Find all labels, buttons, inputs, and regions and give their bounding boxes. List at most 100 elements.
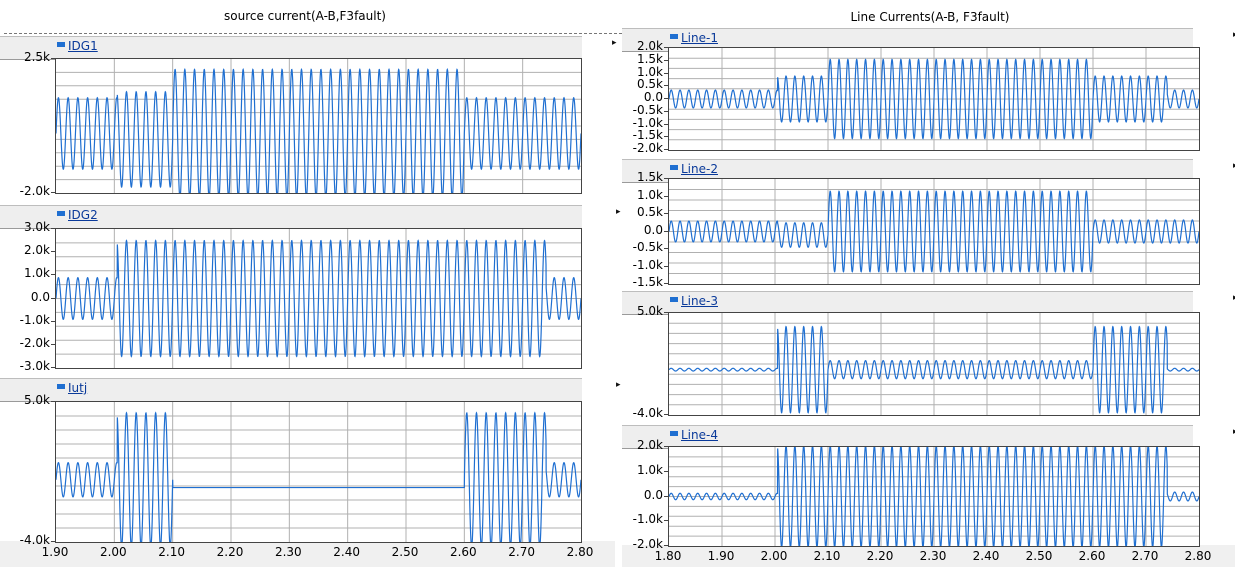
legend-swatch-icon (670, 297, 678, 302)
legend-swatch-icon (57, 42, 65, 47)
y-tick-mark (664, 470, 668, 472)
left-x-tick-label: 2.20 (216, 545, 244, 559)
right-x-tick-label: 2.30 (919, 549, 947, 563)
plot-area (55, 228, 582, 369)
y-tick-label: -1.0k (19, 312, 50, 327)
legend-bar: IDG2 (0, 205, 582, 229)
y-tick-mark (664, 149, 668, 150)
right-x-tick-label: 2.70 (1131, 549, 1159, 563)
expand-arrow-icon[interactable]: ▸ (1233, 161, 1235, 171)
y-tick-mark (664, 136, 668, 138)
right-x-tick-label: 2.50 (1025, 549, 1053, 563)
y-tick-label: 0.0 (643, 90, 663, 104)
y-tick-label: 2.0k (636, 438, 663, 452)
y-tick-label: 0.5k (636, 205, 663, 219)
series-line-line-1 (669, 58, 1199, 140)
legend-label[interactable]: IDG2 (68, 208, 98, 222)
y-tick-mark (664, 265, 668, 267)
y-tick-mark (51, 297, 55, 299)
plot-area (55, 58, 582, 194)
left-x-tick-label: 2.10 (158, 545, 186, 559)
right-x-tick-label: 2.20 (866, 549, 894, 563)
y-tick-label: -4.0k (19, 533, 50, 547)
expand-arrow-icon[interactable]: ▸ (1233, 427, 1235, 437)
y-tick-mark (664, 495, 668, 497)
right-x-tick-label: 2.10 (813, 549, 841, 563)
y-tick-mark (664, 59, 668, 61)
y-tick-label: -1.0k (632, 257, 663, 272)
y-tick-mark (51, 192, 55, 193)
legend-swatch-icon (670, 165, 678, 170)
left-panel-divider (4, 33, 622, 34)
series-line-idg1 (56, 67, 581, 193)
y-tick-mark (51, 251, 55, 253)
plot-area (668, 312, 1200, 416)
y-tick-label: 2.0k (636, 39, 663, 53)
y-tick-mark (51, 401, 55, 402)
y-tick-mark (664, 446, 668, 447)
legend-bar: IDG1 (0, 36, 582, 60)
y-tick-mark (664, 545, 668, 546)
right-x-tick-label: 1.90 (707, 549, 735, 563)
y-tick-mark (664, 178, 668, 179)
y-tick-mark (51, 228, 55, 229)
y-tick-label: 0.0 (30, 289, 50, 304)
y-tick-label: 0.0 (643, 222, 663, 237)
y-tick-label: 0.5k (636, 77, 663, 92)
y-tick-mark (664, 47, 668, 48)
y-tick-label: 5.0k (23, 393, 50, 407)
left-x-axis (0, 541, 615, 567)
expand-arrow-icon[interactable]: ▸ (1233, 30, 1235, 40)
plot-svg (56, 402, 581, 542)
legend-label[interactable]: IDG1 (68, 39, 98, 53)
plot-area (668, 446, 1200, 547)
y-tick-mark (51, 274, 55, 276)
plot-svg (669, 48, 1199, 150)
expand-arrow-icon[interactable]: ▸ (616, 380, 621, 390)
y-tick-label: -3.0k (19, 359, 50, 373)
y-tick-label: 1.0k (636, 462, 663, 477)
legend-label[interactable]: Line-3 (681, 294, 718, 308)
plot-svg (669, 447, 1199, 546)
plot-area (668, 47, 1200, 151)
expand-arrow-icon[interactable]: ▸ (616, 207, 621, 217)
y-tick-label: 1.0k (636, 187, 663, 202)
y-tick-mark (664, 283, 668, 284)
right-x-tick-label: 2.00 (760, 549, 788, 563)
legend-bar: Iutj (0, 378, 582, 402)
legend-label[interactable]: Line-1 (681, 31, 718, 45)
y-tick-label: -2.0k (632, 141, 663, 155)
plot-area (55, 401, 582, 543)
y-tick-mark (664, 312, 668, 313)
y-tick-mark (664, 98, 668, 99)
y-tick-label: 2.0k (23, 243, 50, 258)
series-line-line-3 (669, 325, 1199, 414)
left-x-tick-label: 2.40 (333, 545, 361, 559)
right-panel-title: Line Currents(A-B, F3fault) (850, 10, 1010, 24)
y-tick-label: 5.0k (636, 304, 663, 318)
expand-arrow-icon[interactable]: ▸ (1233, 293, 1235, 303)
y-tick-label: 0.0 (643, 487, 663, 502)
left-panel-title: source current(A-B,F3fault) (224, 9, 386, 23)
y-tick-label: -1.0k (632, 512, 663, 527)
y-tick-label: 2.5k (23, 50, 50, 64)
y-tick-label: -4.0k (632, 406, 663, 420)
legend-label[interactable]: Line-4 (681, 428, 718, 442)
y-tick-label: 1.5k (636, 51, 663, 66)
y-tick-mark (664, 230, 668, 232)
y-tick-mark (664, 85, 668, 87)
plot-svg (669, 313, 1199, 415)
legend-label[interactable]: Line-2 (681, 162, 718, 176)
y-tick-label: -2.0k (19, 335, 50, 350)
plot-svg (56, 59, 581, 193)
expand-arrow-icon[interactable]: ▸ (612, 38, 617, 48)
y-tick-label: -1.5k (632, 128, 663, 143)
right-x-tick-label: 1.80 (654, 549, 682, 563)
y-tick-label: -1.0k (632, 115, 663, 130)
y-tick-label: -0.5k (632, 102, 663, 117)
plot-svg (669, 179, 1199, 284)
right-x-axis (622, 545, 1235, 567)
y-tick-mark (664, 123, 668, 125)
legend-label[interactable]: Iutj (68, 381, 88, 395)
right-x-tick-label: 2.40 (972, 549, 1000, 563)
